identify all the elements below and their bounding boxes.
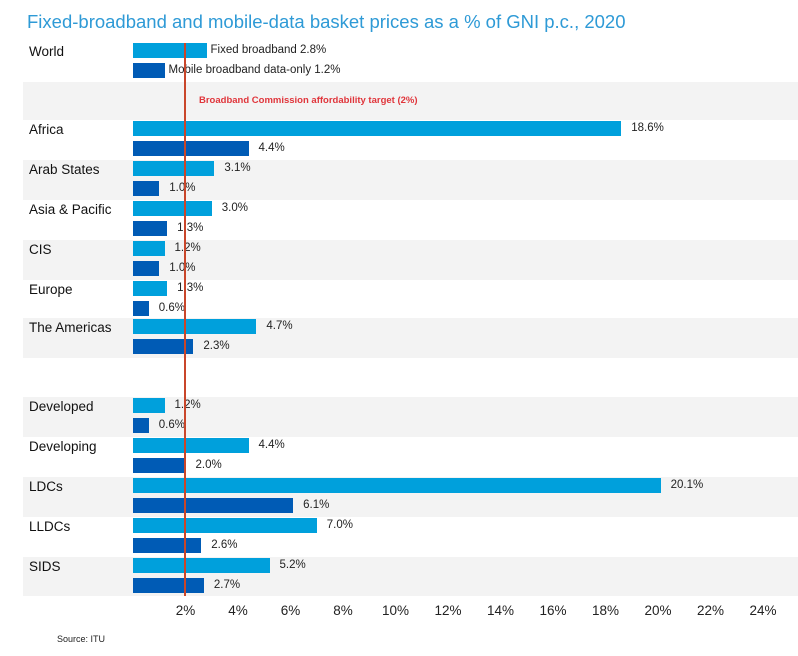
fixed-broadband-bar xyxy=(133,281,168,296)
mobile-data-bar xyxy=(133,458,186,473)
category-label: Africa xyxy=(29,122,64,137)
fixed-broadband-bar xyxy=(133,161,215,176)
mobile-data-value-label: 6.1% xyxy=(303,499,330,511)
fixed-broadband-bar xyxy=(133,319,257,334)
x-tick-label: 6% xyxy=(280,603,301,618)
fixed-broadband-bar xyxy=(133,43,207,58)
category-label: Developing xyxy=(29,439,97,454)
mobile-data-value-label: 2.0% xyxy=(195,459,222,471)
category-label: The Americas xyxy=(29,320,112,335)
fixed-broadband-value-label: 20.1% xyxy=(670,479,704,491)
fixed-broadband-value-label: 1.2% xyxy=(174,242,201,254)
category-label: Asia & Pacific xyxy=(29,202,112,217)
fixed-broadband-bar xyxy=(133,558,270,573)
x-tick-label: 20% xyxy=(644,603,672,618)
mobile-data-value-label: 1.0% xyxy=(169,262,196,274)
fixed-broadband-bar xyxy=(133,438,249,453)
mobile-data-bar xyxy=(133,339,194,354)
category-label: CIS xyxy=(29,242,52,257)
mobile-data-value-label: 2.3% xyxy=(203,340,230,352)
category-label: Developed xyxy=(29,399,94,414)
mobile-data-value-label: Mobile broadband data-only 1.2% xyxy=(168,64,341,76)
fixed-broadband-value-label: 4.4% xyxy=(258,439,285,451)
fixed-broadband-bar xyxy=(133,478,661,493)
x-tick-label: 12% xyxy=(434,603,462,618)
mobile-data-value-label: 2.6% xyxy=(211,539,238,551)
mobile-data-bar xyxy=(133,538,202,553)
category-label: Arab States xyxy=(29,162,100,177)
fixed-broadband-bar xyxy=(133,241,165,256)
fixed-broadband-bar xyxy=(133,201,212,216)
affordability-target-line xyxy=(184,43,186,596)
mobile-data-bar xyxy=(133,141,249,156)
mobile-data-bar xyxy=(133,63,165,78)
x-tick-label: 8% xyxy=(333,603,353,618)
source-note: Source: ITU xyxy=(57,634,106,644)
fixed-broadband-bar xyxy=(133,121,622,136)
fixed-broadband-value-label: 4.7% xyxy=(266,320,293,332)
mobile-data-bar xyxy=(133,181,160,196)
chart-title: Fixed-broadband and mobile-data basket p… xyxy=(27,11,626,32)
fixed-broadband-value-label: 5.2% xyxy=(279,559,306,571)
mobile-data-value-label: 1.0% xyxy=(169,182,196,194)
mobile-data-value-label: 4.4% xyxy=(258,142,285,154)
mobile-data-value-label: 2.7% xyxy=(213,579,241,591)
mobile-data-value-label: 0.6% xyxy=(158,419,185,431)
mobile-data-bar xyxy=(133,578,204,593)
category-label: LLDCs xyxy=(29,519,71,534)
row-band xyxy=(23,82,798,120)
x-tick-label: 22% xyxy=(696,603,725,618)
x-tick-label: 18% xyxy=(591,603,620,618)
mobile-data-bar xyxy=(133,261,160,276)
fixed-broadband-value-label: 1.3% xyxy=(177,282,204,294)
fixed-broadband-value-label: 18.6% xyxy=(631,122,664,134)
fixed-broadband-value-label: 7.0% xyxy=(326,519,353,531)
fixed-broadband-bar xyxy=(133,398,165,413)
x-tick-label: 14% xyxy=(486,603,515,618)
mobile-data-value-label: 1.3% xyxy=(177,222,204,234)
category-label: Europe xyxy=(29,282,73,297)
x-tick-label: 24% xyxy=(749,603,777,618)
mobile-data-bar xyxy=(133,301,149,316)
fixed-broadband-value-label: Fixed broadband 2.8% xyxy=(210,44,327,56)
x-tick-label: 10% xyxy=(381,603,410,618)
x-tick-label: 4% xyxy=(228,603,248,618)
fixed-broadband-bar xyxy=(133,518,317,533)
fixed-broadband-value-label: 3.0% xyxy=(221,202,248,214)
fixed-broadband-value-label: 1.2% xyxy=(174,399,201,411)
category-label: World xyxy=(29,44,65,59)
affordability-target-label: Broadband Commission affordability targe… xyxy=(199,95,418,106)
category-label: SIDS xyxy=(29,559,61,574)
x-tick-label: 2% xyxy=(175,603,196,618)
category-label: LDCs xyxy=(29,479,63,494)
mobile-data-bar xyxy=(133,498,294,513)
mobile-data-bar xyxy=(133,221,168,236)
mobile-data-value-label: 0.6% xyxy=(158,302,185,314)
fixed-broadband-value-label: 3.1% xyxy=(224,162,251,174)
mobile-data-bar xyxy=(133,418,149,433)
x-tick-label: 16% xyxy=(539,603,567,618)
